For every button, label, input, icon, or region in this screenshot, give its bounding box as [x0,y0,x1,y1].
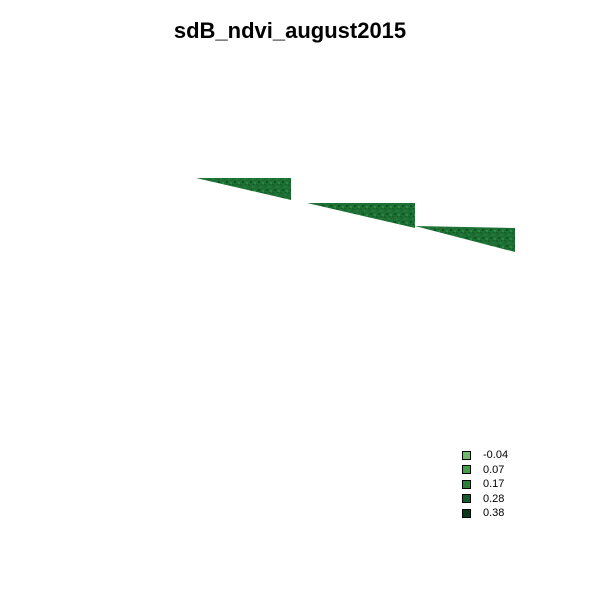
legend-swatch [462,465,471,475]
legend-item: 0.28 [462,492,508,507]
legend-item: 0.17 [462,477,508,492]
legend-item: -0.04 [462,448,508,463]
raster-strip-1 [196,178,291,200]
legend-swatch [462,450,471,460]
raster-strip-3 [415,226,515,252]
legend-swatch [462,494,471,504]
legend-item: 0.38 [462,506,508,521]
legend-label: 0.07 [483,463,505,476]
legend-swatch [462,508,471,518]
legend-label: 0.17 [483,478,505,491]
legend-label: -0.04 [483,449,509,462]
legend: -0.04 0.07 0.17 0.28 0.38 [462,448,508,521]
chart-title: sdB_ndvi_august2015 [173,18,407,43]
legend-label: 0.38 [483,507,505,520]
legend-label: 0.28 [483,492,505,505]
legend-item: 0.07 [462,463,508,478]
raster-strip-2 [307,203,415,228]
legend-swatch [462,479,471,489]
